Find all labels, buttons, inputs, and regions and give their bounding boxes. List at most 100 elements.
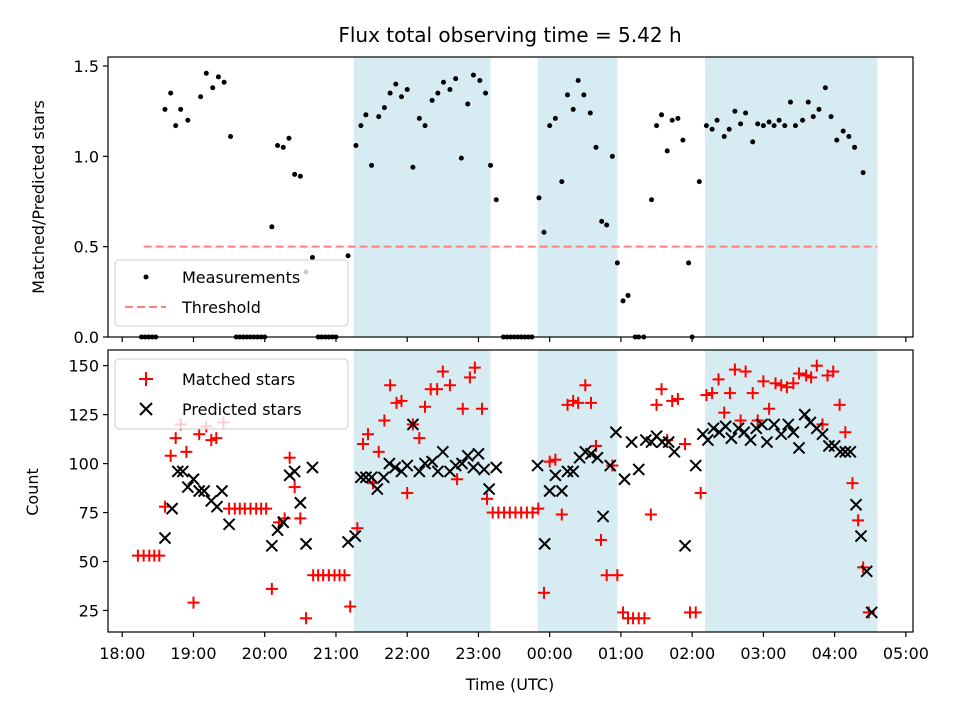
- matched-stars-point: [611, 569, 624, 582]
- measurement-point: [743, 110, 749, 116]
- matched-stars-point: [395, 394, 408, 407]
- measurement-point: [416, 115, 422, 121]
- predicted-stars-point: [668, 445, 681, 459]
- x-tick-label: 04:00: [812, 644, 858, 663]
- predicted-stars-point: [306, 461, 319, 474]
- matched-stars-point: [378, 414, 391, 427]
- measurement-point: [575, 77, 581, 83]
- measurement-point: [345, 253, 351, 259]
- matched-stars-point: [283, 451, 296, 464]
- matched-stars-point: [549, 453, 562, 466]
- matched-stars-point: [655, 383, 668, 396]
- predicted-stars-point: [171, 465, 185, 478]
- chart-title: Flux total observing time = 5.42 h: [338, 23, 681, 47]
- predicted-stars-point: [822, 439, 836, 453]
- measurement-point: [286, 135, 292, 141]
- measurement-point: [559, 179, 565, 185]
- predicted-stars-point: [844, 445, 857, 459]
- matched-stars-point: [775, 379, 788, 392]
- bottom-axes-frame: [107, 349, 914, 633]
- matched-stars-point: [413, 432, 426, 445]
- y-tick-label: 1.5: [74, 57, 99, 76]
- predicted-stars-point: [561, 465, 574, 478]
- measurement-point: [816, 106, 822, 112]
- measurement-point: [541, 229, 547, 235]
- measurement-point: [593, 144, 599, 150]
- measurement-point: [840, 128, 846, 134]
- measurement-point: [292, 171, 298, 177]
- matched-stars-point: [810, 359, 823, 372]
- matched-stars-point: [436, 365, 449, 378]
- predicted-stars-point: [192, 484, 206, 498]
- predicted-stars-point: [632, 463, 645, 476]
- predicted-stars-point: [543, 484, 556, 498]
- measurement-point: [387, 90, 393, 96]
- predicted-stars-point: [719, 420, 732, 433]
- matched-stars-point: [606, 459, 619, 472]
- x-tick-label: 22:00: [384, 644, 430, 663]
- measurement-point: [221, 79, 227, 85]
- predicted-stars-point: [662, 435, 675, 449]
- measurement-point: [441, 79, 447, 85]
- predicted-stars-point: [775, 428, 788, 441]
- measurement-point: [721, 133, 727, 139]
- predicted-stars-point: [418, 457, 432, 470]
- legend-threshold-label: Threshold: [181, 298, 261, 317]
- matched-stars-point: [294, 512, 307, 525]
- measurement-point: [483, 90, 489, 96]
- measurement-point: [210, 85, 216, 91]
- x-tick-label: 21:00: [313, 644, 359, 663]
- predicted-stars-point: [618, 473, 631, 486]
- predicted-stars-point: [467, 461, 480, 474]
- matched-stars-point: [480, 492, 493, 505]
- measurement-point: [834, 137, 840, 143]
- matched-stars-point: [739, 365, 752, 378]
- measurement-point: [669, 117, 675, 123]
- matched-stars-point: [787, 377, 800, 390]
- measurement-point: [297, 173, 303, 179]
- matched-stars-point: [401, 486, 414, 499]
- matched-stars-point: [153, 549, 166, 562]
- predicted-stars-point: [388, 461, 402, 474]
- measurement-point: [168, 90, 174, 96]
- y-tick-label: 150: [68, 357, 99, 376]
- shaded-interval-2: [704, 350, 878, 632]
- predicted-stars-point: [755, 418, 769, 431]
- predicted-stars-point: [425, 455, 439, 468]
- measurement-point: [852, 144, 858, 150]
- shaded-interval-0: [353, 57, 491, 337]
- measurement-point: [458, 155, 464, 161]
- measurement-point: [564, 92, 570, 98]
- measurement-point: [309, 255, 315, 261]
- predicted-stars-point: [187, 473, 200, 486]
- predicted-stars-point: [760, 435, 774, 449]
- y-tick-label: 75: [79, 504, 99, 523]
- measurement-point: [275, 143, 281, 149]
- measurement-point: [760, 123, 766, 129]
- predicted-stars-point: [798, 408, 811, 421]
- predicted-stars-point: [288, 465, 301, 478]
- predicted-stars-point: [604, 459, 617, 472]
- y-tick-label: 50: [79, 553, 99, 572]
- predicted-stars-point: [477, 463, 491, 476]
- predicted-stars-point: [725, 431, 738, 445]
- top-y-ticks: 0.0 0.5 1.0 1.5: [74, 57, 108, 347]
- matched-stars-point: [579, 379, 592, 392]
- matched-stars-point: [265, 582, 278, 595]
- predicted-stars-point: [436, 445, 450, 459]
- measurement-point: [696, 179, 702, 185]
- x-tick-label: 23:00: [455, 644, 501, 663]
- matched-stars-point: [769, 377, 782, 390]
- measurement-point: [399, 94, 405, 100]
- measurement-point: [493, 197, 499, 203]
- predicted-stars-point: [707, 422, 720, 435]
- measurement-point: [703, 123, 709, 129]
- x-tick-label: 01:00: [598, 644, 644, 663]
- measurement-point: [714, 117, 720, 123]
- matched-stars-point: [384, 379, 397, 392]
- predicted-stars-point: [737, 426, 751, 439]
- predicted-stars-point: [354, 471, 368, 484]
- measurement-point: [178, 106, 184, 112]
- top-x-ticks: [121, 337, 907, 342]
- predicted-stars-point: [294, 496, 307, 509]
